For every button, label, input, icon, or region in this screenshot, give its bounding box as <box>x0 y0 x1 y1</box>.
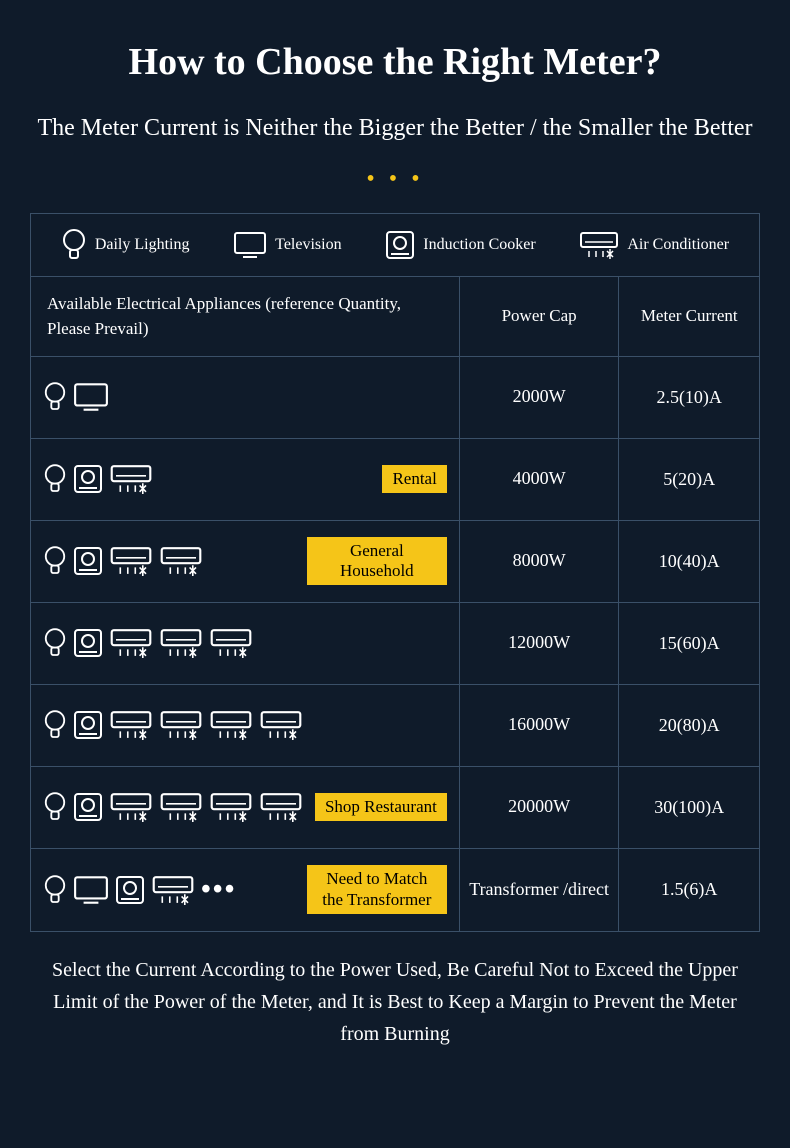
cooker-icon <box>73 628 103 658</box>
ac-icon <box>109 628 153 658</box>
cooker-icon <box>115 875 145 905</box>
legend-tv: Television <box>233 231 341 259</box>
cell-current: 15(60)A <box>619 603 759 684</box>
table-row: 16000W20(80)A <box>31 685 759 767</box>
legend-row: Daily Lighting Television Induction Cook… <box>31 214 759 277</box>
usage-tag: General Household <box>307 537 447 586</box>
ac-icon <box>259 792 303 822</box>
table-row: Rental 4000W5(20)A <box>31 439 759 521</box>
ellipsis-icon: ••• <box>201 874 236 906</box>
cell-appliances <box>31 603 460 684</box>
cell-appliances: Shop Restaurant <box>31 767 460 848</box>
ac-icon <box>159 628 203 658</box>
cell-power: 8000W <box>460 521 620 602</box>
icon-group: ••• <box>43 874 236 906</box>
cell-current: 2.5(10)A <box>619 357 759 438</box>
meter-table: Daily Lighting Television Induction Cook… <box>30 213 760 932</box>
cell-current: 1.5(6)A <box>619 849 759 931</box>
cell-current: 30(100)A <box>619 767 759 848</box>
cell-power: 2000W <box>460 357 620 438</box>
icon-group <box>43 381 109 413</box>
bulb-icon <box>61 228 87 262</box>
ac-icon <box>259 710 303 740</box>
table-row: General Household 8000W10(40)A <box>31 521 759 603</box>
header-power: Power Cap <box>460 277 620 356</box>
footer-note: Select the Current According to the Powe… <box>30 954 760 1050</box>
cell-current: 20(80)A <box>619 685 759 766</box>
legend-ac: Air Conditioner <box>579 231 729 259</box>
cell-appliances: General Household <box>31 521 460 602</box>
tv-icon <box>73 382 109 412</box>
ac-icon <box>579 231 619 259</box>
ac-icon <box>159 792 203 822</box>
cell-power: 20000W <box>460 767 620 848</box>
bulb-icon <box>43 791 67 823</box>
ac-icon <box>159 710 203 740</box>
ac-icon <box>109 546 153 576</box>
ac-icon <box>209 792 253 822</box>
bulb-icon <box>43 874 67 906</box>
legend-tv-label: Television <box>275 236 341 254</box>
ac-icon <box>109 792 153 822</box>
legend-bulb-label: Daily Lighting <box>95 236 190 254</box>
ac-icon <box>109 710 153 740</box>
ac-icon <box>151 875 195 905</box>
bulb-icon <box>43 381 67 413</box>
header-current: Meter Current <box>619 277 759 356</box>
ac-icon <box>209 710 253 740</box>
bulb-icon <box>43 627 67 659</box>
icon-group <box>43 791 303 823</box>
cooker-icon <box>385 230 415 260</box>
cooker-icon <box>73 710 103 740</box>
cooker-icon <box>73 546 103 576</box>
icon-group <box>43 545 203 577</box>
ac-icon <box>159 546 203 576</box>
cell-appliances <box>31 357 460 438</box>
table-row: ••• Need to Match the Transformer Transfor… <box>31 849 759 931</box>
divider-dots: • • • <box>30 166 760 193</box>
icon-group <box>43 709 303 741</box>
cell-current: 10(40)A <box>619 521 759 602</box>
table-row: 12000W15(60)A <box>31 603 759 685</box>
icon-group <box>43 463 153 495</box>
icon-group <box>43 627 253 659</box>
header-apps: Available Electrical Appliances (referen… <box>31 277 460 356</box>
bulb-icon <box>43 709 67 741</box>
header-row: Available Electrical Appliances (referen… <box>31 277 759 357</box>
usage-tag: Need to Match the Transformer <box>307 865 447 914</box>
usage-tag: Shop Restaurant <box>315 793 447 821</box>
legend-bulb: Daily Lighting <box>61 228 190 262</box>
legend-ac-label: Air Conditioner <box>627 236 729 254</box>
cell-current: 5(20)A <box>619 439 759 520</box>
ac-icon <box>109 464 153 494</box>
cell-power: 12000W <box>460 603 620 684</box>
cell-power: 16000W <box>460 685 620 766</box>
legend-cooker-label: Induction Cooker <box>423 236 535 254</box>
page-title: How to Choose the Right Meter? <box>30 40 760 84</box>
legend-cooker: Induction Cooker <box>385 230 535 260</box>
cell-appliances <box>31 685 460 766</box>
cell-appliances: ••• Need to Match the Transformer <box>31 849 460 931</box>
cell-power: Transformer /direct <box>460 849 620 931</box>
cell-power: 4000W <box>460 439 620 520</box>
usage-tag: Rental <box>382 465 446 493</box>
table-row: 2000W2.5(10)A <box>31 357 759 439</box>
bulb-icon <box>43 545 67 577</box>
table-row: Shop Restaurant 20000W30(100)A <box>31 767 759 849</box>
page-subtitle: The Meter Current is Neither the Bigger … <box>30 112 760 146</box>
cooker-icon <box>73 792 103 822</box>
bulb-icon <box>43 463 67 495</box>
tv-icon <box>73 875 109 905</box>
cooker-icon <box>73 464 103 494</box>
ac-icon <box>209 628 253 658</box>
tv-icon <box>233 231 267 259</box>
cell-appliances: Rental <box>31 439 460 520</box>
